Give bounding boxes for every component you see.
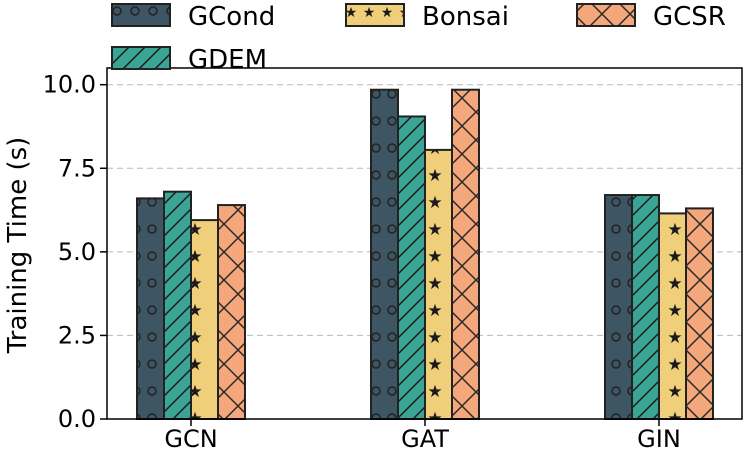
bar-gcsr-gcn [217,204,246,420]
y-tick-label: 0.0 [58,405,96,433]
x-ticks: GCN GAT GIN [164,419,681,450]
legend-swatch-gcsr [576,3,636,27]
legend-swatch-gcond [111,3,171,27]
legend-label-gdem: GDEM [188,45,267,75]
legend-swatch-gdem [111,46,171,70]
y-tick-label: 7.5 [58,154,96,182]
bar-gdem-gin [631,194,660,420]
y-tick-label: 10.0 [43,71,96,99]
x-tick-label: GAT [401,425,449,450]
legend-label-bonsai: Bonsai [422,2,509,32]
bar-gcond-gin [604,194,633,420]
bar-bonsai-gin [658,212,687,420]
x-tick-label: GCN [164,425,217,450]
y-ticks: 0.0 2.5 5.0 7.5 10.0 [43,71,107,433]
y-tick-label: 5.0 [58,238,96,266]
legend-label-gcond: GCond [188,2,275,32]
bar-gcond-gcn [136,197,165,420]
bar-bonsai-gat [424,148,453,420]
bars-group [136,88,714,420]
bar-gcond-gat [370,88,399,420]
legend-label-gcsr: GCSR [653,2,726,32]
bar-gdem-gat [397,115,426,420]
bar-gcsr-gat [451,88,480,420]
y-tick-label: 2.5 [58,321,96,349]
bar-gdem-gcn [163,190,192,420]
y-axis-title: Training Time (s) [3,137,33,355]
legend-swatch-bonsai [345,3,405,27]
legend: GCond GDEM Bonsai GCSR [111,2,726,75]
bar-bonsai-gcn [190,219,219,420]
bar-gcsr-gin [685,207,714,420]
x-tick-label: GIN [637,425,681,450]
